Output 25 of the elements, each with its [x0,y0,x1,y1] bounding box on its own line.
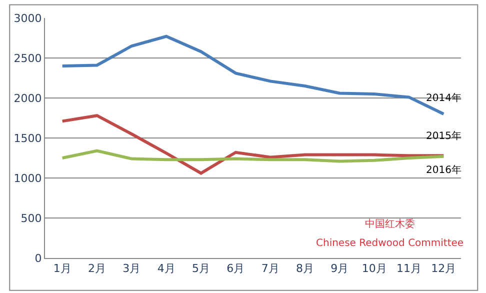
y-tick-label: 2500 [14,52,42,65]
y-tick-label: 1500 [14,132,42,145]
series-label: 2016年 [426,164,462,176]
y-tick-label: 500 [20,212,42,225]
x-tick-label: 6月 [226,262,245,276]
x-tick-label: 10月 [362,262,387,276]
annotation: Chinese Redwood Committee [316,238,464,249]
x-tick-label: 3月 [122,262,141,276]
x-tick-label: 5月 [192,262,210,276]
y-tick-label: 1000 [14,172,42,185]
y-tick-label: 0 [34,252,42,265]
annotation: 中国红木委 [365,218,415,230]
x-tick-label: 4月 [157,262,176,276]
series-label: 2014年 [426,92,462,104]
x-tick-label: 12月 [431,262,456,276]
x-tick-label: 7月 [261,262,280,276]
x-tick-label: 9月 [330,262,349,276]
x-tick-label: 11月 [396,262,422,276]
y-tick-label: 3000 [14,12,42,25]
x-tick-label: 2月 [88,262,106,276]
y-tick-label: 2000 [14,92,42,105]
series-label: 2015年 [426,130,462,142]
x-tick-label: 1月 [53,262,72,276]
x-tick-label: 8月 [296,262,314,276]
line-series [60,149,446,163]
